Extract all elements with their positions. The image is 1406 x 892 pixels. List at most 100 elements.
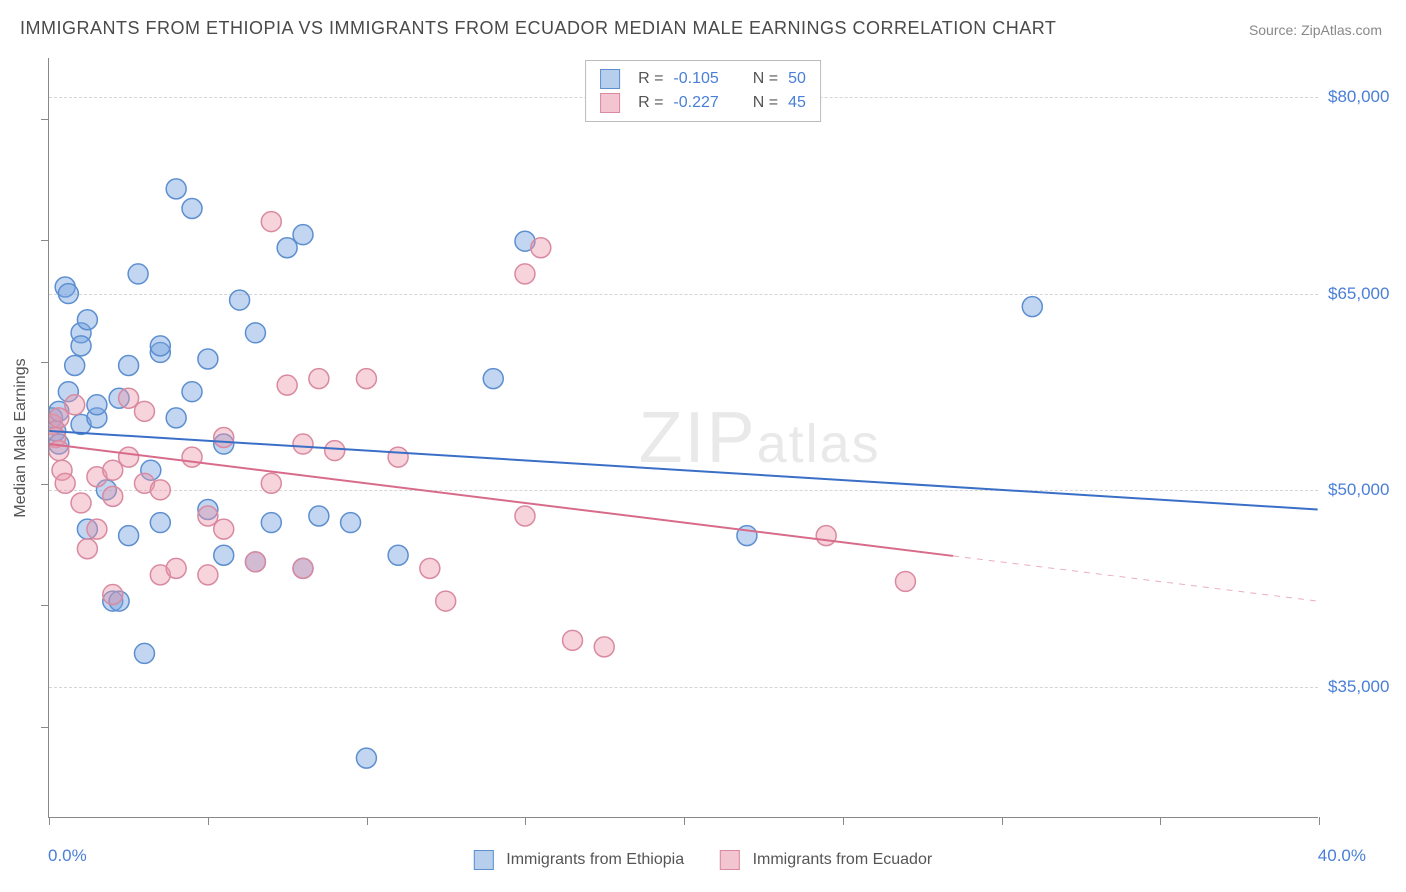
scatter-point-ecuador [563,630,583,650]
scatter-point-ethiopia [483,369,503,389]
scatter-point-ethiopia [77,310,97,330]
y-tick-label: $35,000 [1328,677,1406,697]
stats-row-ecuador: R = -0.227 N = 45 [600,91,806,115]
x-axis-max-label: 40.0% [1318,846,1366,866]
scatter-point-ecuador [119,388,139,408]
scatter-point-ecuador [103,486,123,506]
scatter-point-ecuador [55,473,75,493]
scatter-point-ecuador [594,637,614,657]
scatter-point-ethiopia [71,336,91,356]
y-tick-label: $65,000 [1328,284,1406,304]
x-tick [208,817,209,825]
scatter-point-ecuador [895,571,915,591]
scatter-point-ethiopia [230,290,250,310]
correlation-stats-box: R = -0.105 N = 50 R = -0.227 N = 45 [585,60,821,122]
scatter-point-ecuador [150,480,170,500]
scatter-point-ecuador [356,369,376,389]
x-axis-min-label: 0.0% [48,846,87,866]
stats-row-ethiopia: R = -0.105 N = 50 [600,67,806,91]
scatter-point-ethiopia [87,395,107,415]
x-tick [367,817,368,825]
stats-N-label: N = [753,94,778,112]
scatter-point-ecuador [245,552,265,572]
scatter-point-ecuador [87,519,107,539]
x-tick [49,817,50,825]
scatter-point-ecuador [325,441,345,461]
scatter-point-ethiopia [128,264,148,284]
scatter-point-ethiopia [182,199,202,219]
scatter-point-ecuador [261,212,281,232]
source-attribution: Source: ZipAtlas.com [1249,22,1382,38]
scatter-point-ecuador [198,565,218,585]
trendline-ecuador-extrapolated [953,556,1318,601]
scatter-point-ethiopia [214,545,234,565]
stats-R-label: R = [638,70,663,88]
y-tick [41,240,49,241]
scatter-point-ethiopia [58,284,78,304]
scatter-point-ecuador [119,447,139,467]
scatter-point-ecuador [515,506,535,526]
x-tick [1002,817,1003,825]
scatter-point-ecuador [65,395,85,415]
scatter-point-ecuador [531,238,551,258]
trendline-ethiopia [49,431,1317,510]
scatter-point-ethiopia [245,323,265,343]
scatter-point-ecuador [134,401,154,421]
scatter-point-ethiopia [166,408,186,428]
scatter-point-ethiopia [65,356,85,376]
legend-item-ecuador: Immigrants from Ecuador [720,850,932,870]
x-tick [1160,817,1161,825]
plot-area: Median Male Earnings ZIPatlas $35,000$50… [48,58,1318,818]
scatter-point-ecuador [103,585,123,605]
scatter-point-ecuador [293,558,313,578]
y-tick-label: $80,000 [1328,87,1406,107]
y-tick [41,605,49,606]
scatter-point-ecuador [309,369,329,389]
stats-N-value: 45 [788,94,806,112]
stats-R-value: -0.227 [673,94,718,112]
scatter-point-ecuador [71,493,91,513]
scatter-point-ethiopia [134,643,154,663]
scatter-point-ecuador [49,408,69,428]
scatter-point-ecuador [198,506,218,526]
stats-N-value: 50 [788,70,806,88]
chart-title: IMMIGRANTS FROM ETHIOPIA VS IMMIGRANTS F… [20,18,1056,39]
scatter-point-ethiopia [150,336,170,356]
scatter-point-ecuador [515,264,535,284]
legend-label: Immigrants from Ecuador [753,851,933,868]
legend-item-ethiopia: Immigrants from Ethiopia [474,850,684,870]
scatter-point-ecuador [816,526,836,546]
scatter-point-ethiopia [309,506,329,526]
scatter-point-ecuador [214,428,234,448]
legend-label: Immigrants from Ethiopia [506,851,684,868]
x-tick [684,817,685,825]
stats-swatch-ethiopia [600,69,620,89]
stats-swatch-ecuador [600,93,620,113]
y-tick [41,119,49,120]
stats-N-label: N = [753,70,778,88]
scatter-point-ethiopia [119,356,139,376]
scatter-point-ethiopia [388,545,408,565]
legend-swatch-ethiopia [474,850,494,870]
scatter-point-ethiopia [166,179,186,199]
scatter-point-ecuador [388,447,408,467]
chart-svg [49,58,1318,817]
scatter-point-ecuador [214,519,234,539]
x-tick [843,817,844,825]
legend-swatch-ecuador [720,850,740,870]
scatter-point-ecuador [293,434,313,454]
stats-R-value: -0.105 [673,70,718,88]
scatter-point-ethiopia [293,225,313,245]
y-axis-label: Median Male Earnings [12,358,30,517]
x-tick [525,817,526,825]
scatter-point-ethiopia [150,513,170,533]
y-tick [41,727,49,728]
scatter-point-ethiopia [341,513,361,533]
bottom-legend: Immigrants from Ethiopia Immigrants from… [474,850,932,870]
scatter-point-ethiopia [261,513,281,533]
scatter-point-ethiopia [182,382,202,402]
scatter-point-ecuador [436,591,456,611]
scatter-point-ecuador [182,447,202,467]
x-tick [1319,817,1320,825]
scatter-point-ethiopia [119,526,139,546]
